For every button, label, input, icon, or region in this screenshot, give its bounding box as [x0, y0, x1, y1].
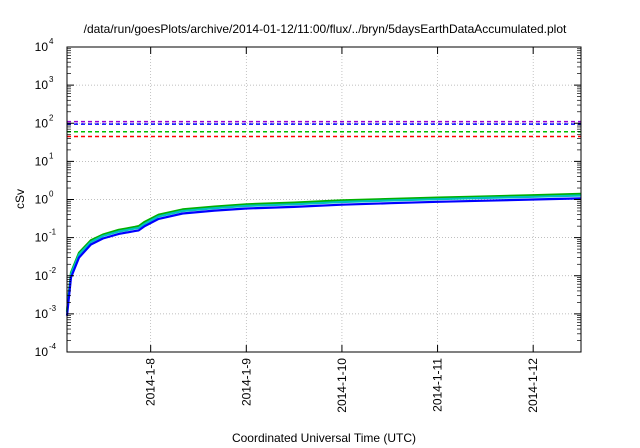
- y-tick-label: 10: [35, 116, 49, 130]
- y-tick-exponent: -3: [49, 304, 57, 313]
- y-tick-exponent: -2: [49, 266, 57, 275]
- y-tick-exponent: 1: [49, 151, 54, 160]
- y-tick-label: 10: [35, 345, 49, 359]
- series-line: [65, 197, 582, 316]
- y-tick-label: 10: [35, 269, 49, 283]
- y-tick-label: 10: [35, 40, 49, 54]
- y-tick-exponent: 4: [49, 37, 54, 46]
- y-tick-label: 10: [35, 307, 49, 321]
- threshold-lines: [67, 120, 581, 138]
- chart-title: /data/run/goesPlots/archive/2014-01-12/1…: [84, 22, 567, 36]
- data-series: [65, 192, 582, 316]
- x-tick-label: 2014-1-12: [526, 358, 540, 413]
- y-tick-exponent: 0: [49, 190, 54, 199]
- x-tick-label: 2014-1-9: [239, 358, 253, 406]
- y-tick-exponent: -1: [49, 228, 57, 237]
- x-tick-label: 2014-1-11: [431, 358, 445, 412]
- x-axis-ticks: 2014-1-8 2014-1-9 2014-1-10 2014-1-11 2014-1…: [144, 47, 540, 413]
- series-line: [65, 192, 582, 312]
- y-tick-label: 10: [35, 154, 49, 168]
- x-axis-label: Coordinated Universal Time (UTC): [232, 431, 416, 445]
- x-tick-label: 2014-1-10: [335, 358, 349, 413]
- y-tick-label: 10: [35, 231, 49, 245]
- series-line: [65, 194, 582, 313]
- y-tick-label: 10: [35, 78, 49, 92]
- y-tick-exponent: -4: [49, 342, 57, 351]
- x-tick-label: 2014-1-8: [144, 358, 158, 406]
- y-tick-exponent: 3: [49, 75, 54, 84]
- y-tick-exponent: 2: [49, 113, 54, 122]
- y-tick-label: 10: [35, 193, 49, 207]
- y-axis-label: cSv: [13, 189, 27, 209]
